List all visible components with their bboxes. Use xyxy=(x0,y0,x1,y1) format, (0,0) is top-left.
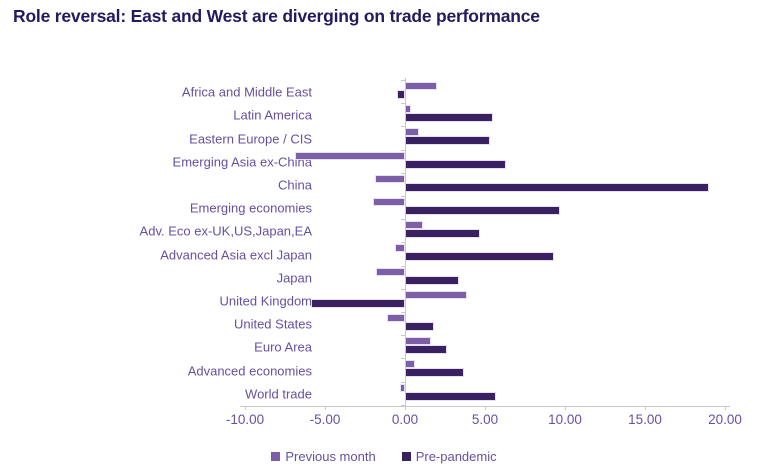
x-tick-mark xyxy=(485,406,486,410)
bar-pre-pandemic xyxy=(405,206,561,215)
x-tick-label: -10.00 xyxy=(225,412,265,427)
bar-previous-month xyxy=(405,128,420,137)
y-tick-mark xyxy=(401,149,405,151)
bar-pre-pandemic xyxy=(405,345,447,355)
legend-label-previous-month: Previous month xyxy=(285,448,376,464)
category-label: World trade xyxy=(245,386,312,402)
y-tick-mark xyxy=(401,80,405,81)
bar-previous-month xyxy=(395,244,405,253)
bar-previous-month xyxy=(405,82,437,90)
y-axis-line xyxy=(405,78,406,406)
bar-previous-month xyxy=(405,360,415,369)
bar-pre-pandemic xyxy=(405,322,434,331)
category-label: Japan xyxy=(276,270,312,286)
bar-previous-month xyxy=(373,198,405,206)
bar-previous-month xyxy=(405,337,431,346)
y-tick-mark xyxy=(401,219,405,221)
bar-previous-month xyxy=(400,383,405,392)
bar-previous-month xyxy=(376,267,405,276)
bar-pre-pandemic xyxy=(405,182,709,192)
x-tick-mark xyxy=(645,406,646,410)
bar-pre-pandemic xyxy=(310,298,405,308)
x-tick-mark xyxy=(325,406,326,410)
x-tick-label: 10.00 xyxy=(548,412,582,427)
category-label: Advanced economies xyxy=(187,363,312,378)
category-label: Latin America xyxy=(233,107,312,123)
bar-previous-month xyxy=(294,151,405,160)
y-tick-mark xyxy=(401,196,405,197)
legend-swatch-previous-month xyxy=(271,451,281,461)
bar-previous-month xyxy=(387,314,405,322)
bar-pre-pandemic xyxy=(405,113,493,123)
category-label: United States xyxy=(233,316,312,332)
legend-swatch-pre-pandemic xyxy=(401,451,411,461)
category-label: Euro Area xyxy=(254,339,312,355)
category-label: Emerging economies xyxy=(189,200,312,216)
bar-previous-month xyxy=(374,174,405,183)
legend-item-previous-month: Previous month xyxy=(271,448,376,464)
bar-pre-pandemic xyxy=(405,136,490,146)
y-tick-mark xyxy=(401,242,405,244)
category-label: United Kingdom xyxy=(219,293,313,309)
category-label: China xyxy=(278,177,312,193)
bar-pre-pandemic xyxy=(405,159,506,169)
y-tick-mark xyxy=(401,381,405,383)
category-label: Emerging Asia ex-China xyxy=(172,154,312,170)
category-label: Advanced Asia excl Japan xyxy=(160,247,312,262)
x-tick-mark xyxy=(725,406,726,410)
bar-pre-pandemic xyxy=(397,90,405,99)
x-tick-label: -5.00 xyxy=(309,412,341,427)
chart-title: Role reversal: East and West are divergi… xyxy=(13,6,540,26)
y-tick-mark xyxy=(401,404,405,406)
y-tick-mark xyxy=(401,126,405,128)
bar-previous-month xyxy=(405,221,423,230)
bar-pre-pandemic xyxy=(405,252,554,262)
y-tick-mark xyxy=(401,358,405,360)
y-tick-mark xyxy=(401,103,405,105)
x-tick-label: 0.00 xyxy=(391,412,419,427)
legend: Previous month Pre-pandemic xyxy=(0,446,768,466)
category-label: Eastern Europe / CIS xyxy=(189,131,312,146)
x-tick-label: 5.00 xyxy=(471,412,499,427)
x-tick-label: 20.00 xyxy=(708,412,742,427)
x-tick-label: 15.00 xyxy=(628,412,662,427)
category-label: Adv. Eco ex-UK,US,Japan,EA xyxy=(139,223,312,239)
category-label: Africa and Middle East xyxy=(181,84,312,100)
y-tick-mark xyxy=(401,312,405,313)
y-tick-mark xyxy=(401,335,405,337)
x-tick-mark xyxy=(405,406,406,410)
legend-item-pre-pandemic: Pre-pandemic xyxy=(401,448,497,464)
y-tick-mark xyxy=(401,288,405,290)
y-tick-mark xyxy=(401,265,405,267)
bar-pre-pandemic xyxy=(405,229,481,239)
y-tick-mark xyxy=(401,172,405,174)
bar-pre-pandemic xyxy=(405,391,497,401)
x-tick-mark xyxy=(565,406,566,410)
x-tick-mark xyxy=(245,406,246,410)
legend-label-pre-pandemic: Pre-pandemic xyxy=(415,448,497,464)
bar-pre-pandemic xyxy=(405,368,465,378)
bar-pre-pandemic xyxy=(405,275,460,285)
bar-previous-month xyxy=(405,290,468,299)
